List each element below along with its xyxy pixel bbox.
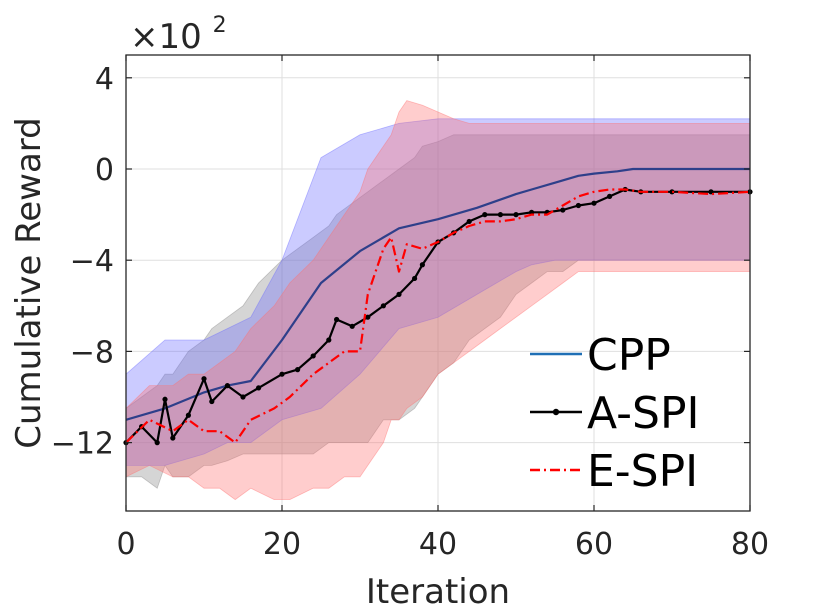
tick-marks: [125, 55, 751, 511]
point-a-spi: [380, 303, 386, 309]
point-a-spi: [326, 337, 332, 343]
y-tick-labels: −12 −8 −4 0 4: [51, 62, 114, 462]
point-a-spi: [154, 440, 160, 446]
point-a-spi: [279, 371, 285, 377]
point-a-spi: [412, 275, 418, 282]
point-a-spi: [419, 262, 425, 268]
x-tick-label: 80: [731, 527, 769, 562]
legend-marker-a-spi: [552, 408, 560, 416]
y-axis-label: Cumulative Reward: [9, 117, 49, 448]
y-tick-label: −8: [70, 335, 114, 370]
point-a-spi: [513, 212, 519, 218]
point-a-spi: [497, 212, 503, 218]
point-a-spi: [349, 323, 355, 329]
point-a-spi: [201, 376, 207, 382]
legend-label-a-spi: A-SPI: [587, 388, 699, 439]
point-a-spi: [365, 314, 371, 320]
point-a-spi: [170, 435, 176, 441]
x-axis-label: Iteration: [366, 572, 510, 612]
point-a-spi: [185, 412, 191, 418]
point-a-spi: [334, 316, 340, 323]
legend: CPP A-SPI E-SPI: [530, 330, 699, 497]
point-a-spi: [240, 394, 246, 400]
x-tick-label: 20: [263, 527, 301, 562]
x-tick-label: 40: [419, 527, 457, 562]
y-multiplier-base: ×10: [130, 17, 202, 57]
y-tick-label: −4: [70, 244, 114, 279]
point-a-spi: [224, 383, 230, 389]
x-tick-label: 0: [116, 527, 135, 562]
point-a-spi: [310, 353, 316, 359]
point-a-spi: [466, 218, 472, 225]
legend-label-cpp: CPP: [587, 330, 671, 381]
point-a-spi: [256, 385, 262, 391]
point-a-spi: [575, 202, 582, 209]
y-tick-label: 4: [95, 62, 114, 97]
y-multiplier-exponent: 2: [213, 13, 227, 38]
y-tick-label: −12: [51, 427, 114, 462]
point-a-spi: [482, 212, 488, 218]
legend-label-e-spi: E-SPI: [587, 446, 698, 497]
point-a-spi: [607, 193, 613, 199]
grid: [125, 55, 751, 511]
point-a-spi: [162, 396, 168, 402]
point-a-spi: [209, 398, 215, 405]
point-a-spi: [591, 200, 597, 206]
series-line-cpp: [125, 167, 750, 421]
x-tick-label: 60: [575, 527, 613, 562]
x-tick-labels: 0 20 40 60 80: [116, 527, 769, 562]
y-multiplier: ×10 2: [130, 13, 227, 57]
point-a-spi: [295, 367, 301, 373]
point-a-spi: [560, 207, 566, 213]
point-a-spi: [396, 291, 402, 297]
y-tick-label: 0: [95, 153, 114, 188]
